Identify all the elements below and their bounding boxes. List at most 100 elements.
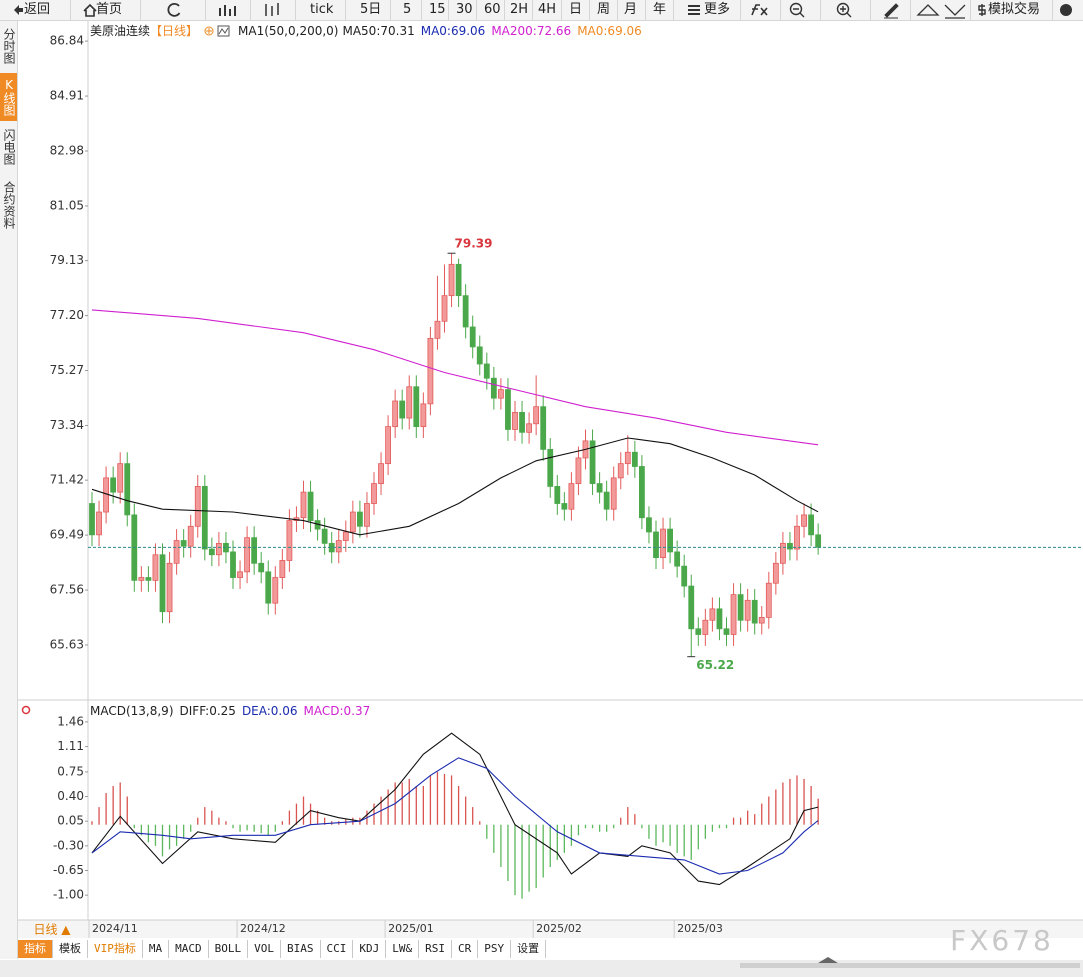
y-tick-label: 65.63 bbox=[50, 638, 84, 652]
toolbar-button[interactable]: 日 bbox=[569, 2, 583, 17]
scrollbar[interactable] bbox=[740, 963, 1080, 968]
toolbar-button[interactable]: 首页 bbox=[96, 2, 123, 17]
toolbar-button[interactable]: 周 bbox=[597, 2, 611, 17]
candle-body bbox=[582, 440, 589, 459]
toolbar-separator bbox=[589, 0, 590, 20]
indicator-tab[interactable]: 指标 bbox=[18, 940, 53, 958]
candle-body bbox=[695, 628, 702, 635]
macd-legend: MACD(13,8,9) DIFF:0.25 DEA:0.06 MACD:0.37 bbox=[90, 704, 370, 718]
toolbar-separator bbox=[140, 0, 141, 20]
candle-body bbox=[110, 477, 117, 493]
candle-body bbox=[730, 594, 737, 635]
candle-body bbox=[681, 565, 688, 587]
candle-body bbox=[117, 463, 124, 493]
candle-body bbox=[512, 411, 518, 430]
indicator-tab[interactable]: BIAS bbox=[281, 940, 321, 958]
legend-entry: MA1(50,0,200,0) bbox=[238, 23, 339, 38]
toolbar-separator bbox=[421, 0, 422, 20]
toolbar-icon bbox=[793, 8, 805, 18]
toolbar-button[interactable]: 4H bbox=[538, 2, 557, 17]
candle-body bbox=[758, 616, 765, 624]
toolbar-button[interactable]: 返回 bbox=[24, 2, 51, 17]
candle-body bbox=[815, 534, 822, 548]
indicator-tab[interactable]: MA bbox=[143, 940, 170, 958]
candle-body bbox=[476, 346, 483, 365]
toolbar-separator bbox=[295, 0, 296, 20]
legend-entry: DEA:0.06 bbox=[241, 704, 298, 718]
candle-body bbox=[413, 386, 420, 428]
candle-body bbox=[561, 503, 568, 510]
toolbar-button[interactable]: 5 bbox=[403, 2, 412, 17]
toolbar-separator bbox=[740, 0, 741, 20]
indicator-tab[interactable]: CCI bbox=[321, 940, 354, 958]
toolbar-icon bbox=[836, 2, 850, 16]
candle-body bbox=[716, 608, 723, 630]
toolbar-icon bbox=[916, 4, 940, 16]
sidebar-tab[interactable]: 合约资料 bbox=[2, 181, 16, 229]
toolbar-button[interactable]: tick bbox=[310, 2, 334, 17]
candle-body bbox=[237, 571, 243, 578]
sidebar-tab[interactable]: 分时图 bbox=[2, 28, 16, 64]
toolbar-separator bbox=[645, 0, 646, 20]
toolbar-button[interactable]: 2H bbox=[510, 2, 529, 17]
indicator-tab[interactable]: KDJ bbox=[353, 940, 387, 958]
sidebar-tab[interactable]: K线图 bbox=[0, 73, 17, 121]
toolbar-button[interactable]: 模拟交易 bbox=[988, 2, 1041, 17]
candle-body bbox=[660, 528, 666, 559]
y-tick-label: -1.00 bbox=[53, 888, 84, 902]
indicator-tab[interactable]: LW& bbox=[386, 940, 420, 958]
toolbar-button[interactable]: 15 bbox=[429, 2, 446, 17]
toolbar-button[interactable]: 月 bbox=[624, 2, 638, 17]
indicator-tab[interactable]: RSI bbox=[419, 940, 452, 958]
toolbar-button[interactable]: 5日 bbox=[360, 2, 382, 17]
toolbar-button[interactable]: 更多 bbox=[704, 2, 731, 17]
candle-body bbox=[554, 486, 561, 504]
toolbar-icon bbox=[789, 2, 803, 16]
toolbar-button[interactable]: 60 bbox=[484, 2, 501, 17]
period-button[interactable]: 日线 ▲ bbox=[33, 923, 71, 937]
toolbar-icon bbox=[944, 4, 966, 19]
toolbar-button[interactable]: 年 bbox=[653, 2, 667, 17]
scroll-arrow[interactable] bbox=[818, 957, 838, 963]
toolbar-separator bbox=[504, 0, 505, 20]
candle-body bbox=[208, 548, 215, 556]
y-tick-label: 84.91 bbox=[50, 89, 84, 103]
indicator-tab[interactable]: CR bbox=[452, 940, 479, 958]
candle-body bbox=[124, 463, 131, 516]
candle-body bbox=[187, 525, 194, 547]
candle-body bbox=[314, 520, 321, 530]
watermark: FX678 bbox=[950, 924, 1054, 957]
indicator-tab[interactable]: BOLL bbox=[209, 940, 249, 958]
sidebar-tab[interactable]: 闪电图 bbox=[2, 129, 16, 165]
indicator-tab[interactable]: VOL bbox=[248, 940, 281, 958]
y-tick-label: 0.40 bbox=[57, 789, 84, 803]
x-tick-label: 2025/03 bbox=[677, 922, 723, 935]
indicator-tab[interactable]: MACD bbox=[169, 940, 209, 958]
candle-body bbox=[427, 337, 434, 405]
candle-body bbox=[589, 440, 596, 484]
candle-body bbox=[744, 599, 751, 621]
indicator-line bbox=[91, 437, 819, 536]
indicator-tab[interactable]: 模板 bbox=[53, 940, 88, 958]
candle-body bbox=[780, 542, 786, 564]
settings-icon[interactable] bbox=[21, 705, 31, 715]
candle-body bbox=[441, 295, 448, 322]
candle-body bbox=[103, 477, 109, 513]
legend-entry: MA50:70.31 bbox=[342, 23, 415, 38]
toolbar-button[interactable]: 30 bbox=[456, 2, 473, 17]
x-tick-label: 2024/11 bbox=[92, 922, 138, 935]
period-label: 【日线】 bbox=[150, 24, 199, 38]
candle-body bbox=[801, 514, 807, 527]
candle-body bbox=[723, 628, 730, 635]
candle-body bbox=[145, 577, 152, 581]
ma-icon bbox=[218, 27, 229, 34]
indicator-tab[interactable]: VIP指标 bbox=[88, 940, 143, 958]
indicator-tab[interactable]: 设置 bbox=[511, 940, 547, 958]
toolbar-icon bbox=[1060, 4, 1072, 16]
candle-body bbox=[787, 542, 793, 550]
candle-body bbox=[765, 582, 772, 618]
candle-body bbox=[455, 263, 462, 297]
indicator-tab[interactable]: PSY bbox=[478, 940, 512, 958]
toolbar-icon bbox=[978, 4, 986, 16]
